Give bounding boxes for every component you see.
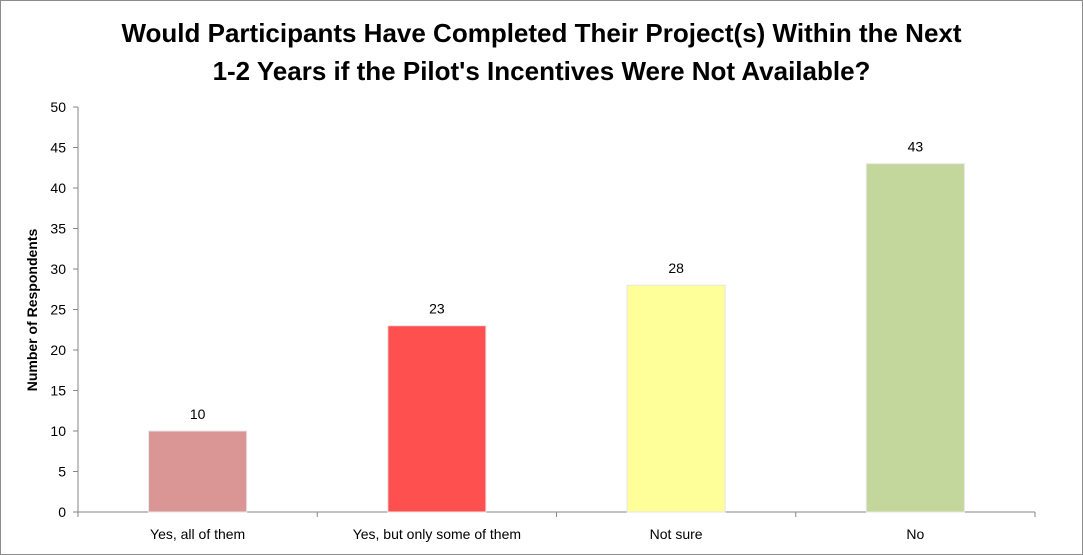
bar: [626, 284, 726, 513]
chart-title-line-1: Would Participants Have Completed Their …: [121, 18, 962, 48]
y-tick-label: 15: [50, 383, 66, 399]
data-label: 28: [668, 260, 684, 276]
y-axis-title: Number of Respondents: [24, 229, 40, 392]
y-tick-label: 50: [50, 99, 66, 115]
y-tick-label: 5: [58, 464, 66, 480]
y-tick-label: 25: [50, 302, 66, 318]
x-tick-label: No: [906, 526, 924, 542]
bar: [387, 325, 487, 513]
y-tick-label: 35: [50, 221, 66, 237]
bar: [148, 430, 248, 513]
x-tick-label: Yes, but only some of them: [353, 526, 521, 542]
chart-title-line-2: 1-2 Years if the Pilot's Incentives Were…: [212, 56, 871, 86]
y-tick-label: 40: [50, 180, 66, 196]
bars: [148, 163, 965, 513]
x-tick-label: Yes, all of them: [150, 526, 245, 542]
y-tick-label: 45: [50, 140, 66, 156]
y-tick-label: 10: [50, 423, 66, 439]
x-axis: Yes, all of them Yes, but only some of th…: [77, 511, 1036, 542]
data-labels: 10 23 28 43: [190, 139, 924, 422]
data-label: 43: [908, 139, 924, 155]
y-tick-label: 20: [50, 342, 66, 358]
bar: [865, 163, 965, 513]
y-tick-label: 0: [58, 504, 66, 520]
y-tick-label: 30: [50, 261, 66, 277]
data-label: 23: [429, 301, 445, 317]
x-tick-label: Not sure: [650, 526, 703, 542]
chart-title: Would Participants Have Completed Their …: [0, 14, 1083, 90]
y-axis: 0 5 10 15 20 25 30 35 40 45 50: [50, 99, 79, 520]
data-label: 10: [190, 406, 206, 422]
